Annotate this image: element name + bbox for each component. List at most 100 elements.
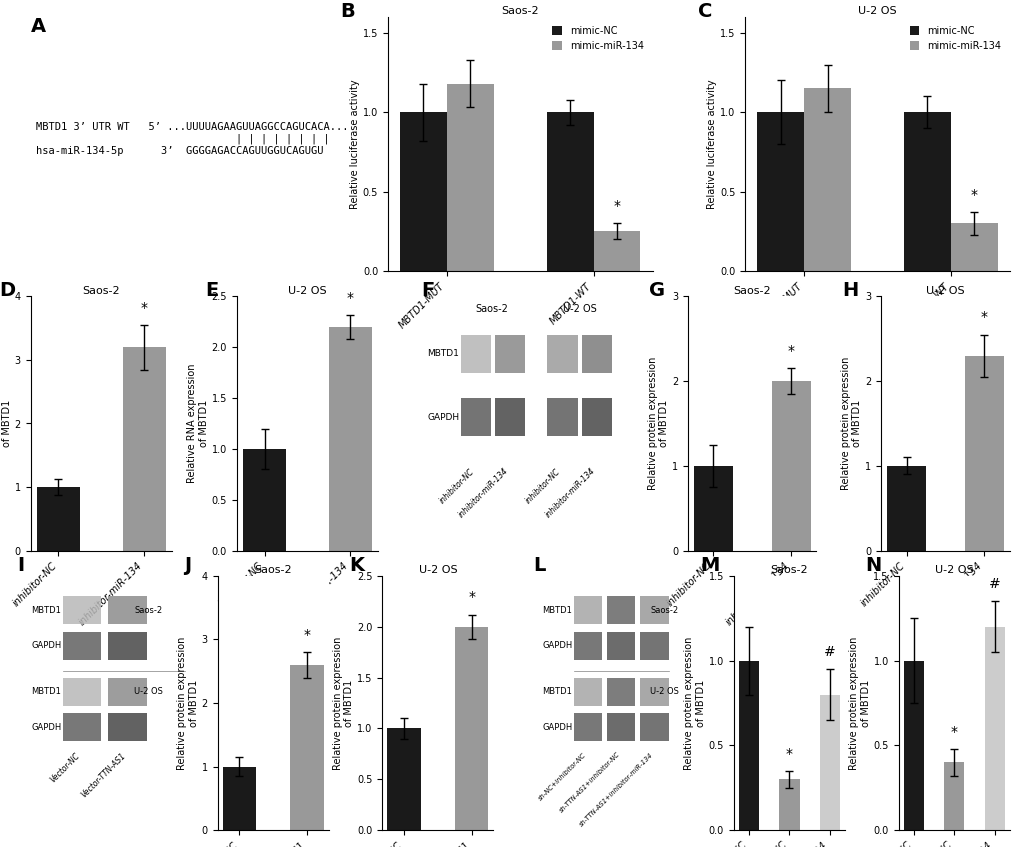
Title: Saos-2: Saos-2 — [770, 565, 807, 575]
Text: D: D — [0, 281, 15, 300]
Bar — [640, 713, 668, 741]
Text: *: * — [980, 310, 987, 324]
Bar — [108, 678, 147, 706]
Y-axis label: Relative protein expression
of MBTD1: Relative protein expression of MBTD1 — [684, 636, 705, 770]
Text: I: I — [17, 556, 24, 574]
Text: MBTD1: MBTD1 — [542, 606, 572, 615]
Bar — [446, 84, 493, 271]
Legend: mimic-NC, mimic-miR-134: mimic-NC, mimic-miR-134 — [548, 22, 647, 54]
Bar — [62, 713, 101, 741]
Text: *: * — [787, 344, 794, 358]
Y-axis label: Relative luciferase activity: Relative luciferase activity — [350, 79, 360, 209]
Text: #: # — [823, 645, 835, 659]
Bar — [573, 632, 601, 660]
Bar — [108, 713, 147, 741]
Bar — [461, 398, 491, 436]
Text: U-2 OS: U-2 OS — [649, 687, 679, 696]
Text: E: E — [206, 281, 219, 300]
Text: inhibitor-NC: inhibitor-NC — [437, 467, 476, 505]
Bar — [770, 381, 810, 551]
Text: GAPDH: GAPDH — [427, 412, 459, 422]
Text: H: H — [842, 281, 858, 300]
Bar — [547, 398, 577, 436]
Text: *: * — [468, 590, 475, 605]
Bar — [222, 767, 256, 830]
Text: sh-TTN-AS1+inhibitor-NC: sh-TTN-AS1+inhibitor-NC — [557, 751, 621, 814]
Bar — [62, 596, 101, 624]
Text: *: * — [141, 301, 148, 315]
Text: inhibitor-miR-134: inhibitor-miR-134 — [457, 467, 510, 520]
Text: G: G — [649, 281, 664, 300]
Text: inhibitor-NC: inhibitor-NC — [524, 467, 561, 505]
Bar — [606, 632, 635, 660]
Bar — [803, 88, 850, 271]
Y-axis label: Relative protein expression
of MBTD1: Relative protein expression of MBTD1 — [177, 636, 199, 770]
Text: Vector-NC: Vector-NC — [49, 751, 82, 784]
Title: Saos-2: Saos-2 — [254, 565, 291, 575]
Bar — [738, 661, 758, 830]
Title: U-2 OS: U-2 OS — [925, 285, 964, 296]
Bar — [37, 487, 79, 551]
Bar — [640, 596, 668, 624]
Text: L: L — [533, 556, 545, 574]
Bar — [819, 695, 840, 830]
Text: *: * — [303, 628, 310, 642]
Bar — [108, 632, 147, 660]
Bar — [950, 224, 997, 271]
Bar — [640, 632, 668, 660]
Bar — [964, 356, 1003, 551]
Text: *: * — [612, 199, 620, 213]
Bar — [640, 678, 668, 706]
Bar — [693, 466, 732, 551]
Text: MBTD1 3’ UTR WT   5’ ...UUUUAGAAGUUAGGCCAGUCACA...
                             : MBTD1 3’ UTR WT 5’ ...UUUUAGAAGUUAGGCCAG… — [36, 122, 348, 156]
Text: Saos-2: Saos-2 — [475, 304, 507, 314]
Text: #: # — [987, 577, 1000, 591]
Bar — [122, 347, 165, 551]
Text: U-2 OS: U-2 OS — [562, 304, 596, 314]
Y-axis label: Relative protein expression
of MBTD1: Relative protein expression of MBTD1 — [332, 636, 354, 770]
Y-axis label: Relative luciferase activity: Relative luciferase activity — [706, 79, 716, 209]
Text: GAPDH: GAPDH — [541, 641, 572, 650]
Bar — [62, 632, 101, 660]
Bar — [454, 627, 488, 830]
Bar — [108, 596, 147, 624]
Bar — [606, 596, 635, 624]
Title: U-2 OS: U-2 OS — [857, 6, 896, 16]
Y-axis label: Relative RNA expression
of MBTD1: Relative RNA expression of MBTD1 — [0, 363, 12, 484]
Text: B: B — [340, 2, 355, 20]
Bar — [329, 327, 372, 551]
Bar — [547, 335, 577, 373]
Bar — [593, 231, 640, 271]
Text: J: J — [184, 556, 192, 574]
Text: Saos-2: Saos-2 — [135, 606, 163, 615]
Text: U-2 OS: U-2 OS — [133, 687, 163, 696]
Text: GAPDH: GAPDH — [31, 722, 61, 732]
Y-axis label: Relative protein expression
of MBTD1: Relative protein expression of MBTD1 — [848, 636, 870, 770]
Bar — [606, 678, 635, 706]
Text: MBTD1: MBTD1 — [427, 349, 459, 358]
Text: MBTD1: MBTD1 — [542, 687, 572, 696]
Bar — [779, 779, 799, 830]
Bar — [581, 335, 611, 373]
Bar — [243, 449, 286, 551]
Title: Saos-2: Saos-2 — [83, 285, 120, 296]
Bar — [903, 112, 950, 271]
Text: sh-TTN-AS1+inhibitor-miR-134: sh-TTN-AS1+inhibitor-miR-134 — [578, 751, 654, 828]
Text: N: N — [864, 556, 880, 574]
Bar — [983, 627, 1004, 830]
Bar — [399, 112, 446, 271]
Text: *: * — [786, 746, 792, 761]
Text: *: * — [346, 291, 354, 305]
Title: U-2 OS: U-2 OS — [934, 565, 972, 575]
Bar — [581, 398, 611, 436]
Bar — [573, 713, 601, 741]
Text: inhibitor-miR-134: inhibitor-miR-134 — [543, 467, 596, 520]
Text: A: A — [31, 17, 46, 36]
Bar — [546, 112, 593, 271]
Title: U-2 OS: U-2 OS — [288, 285, 326, 296]
Y-axis label: Relative RNA expression
of MBTD1: Relative RNA expression of MBTD1 — [187, 363, 209, 484]
Title: U-2 OS: U-2 OS — [418, 565, 457, 575]
Text: Vector-TTN-AS1: Vector-TTN-AS1 — [79, 751, 127, 800]
Text: MBTD1: MBTD1 — [32, 687, 61, 696]
Y-axis label: Relative protein expression
of MBTD1: Relative protein expression of MBTD1 — [840, 357, 862, 490]
